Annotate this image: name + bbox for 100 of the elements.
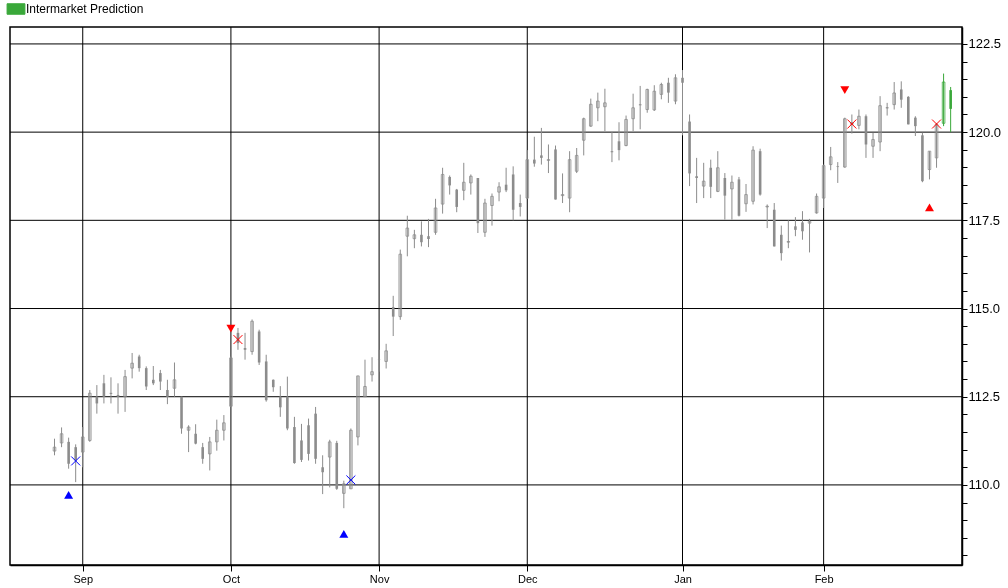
candlestick [716,150,720,193]
candlestick [751,145,755,205]
point [226,324,236,333]
x-tick-label: Nov [369,572,390,585]
candlestick [201,442,204,465]
candlestick [878,95,882,152]
candlestick [695,157,698,204]
candlestick [342,480,346,509]
candlestick [821,164,826,209]
point [846,119,857,129]
y-tick-label: 110.0 [968,477,1001,493]
candlestick [786,219,791,249]
candlestick [483,198,487,238]
candlestick [370,356,374,383]
candlestick [300,423,303,463]
candlestick [927,150,932,180]
candlestick [744,183,748,213]
candlestick [857,109,861,130]
candlestick [949,86,952,133]
candlestick [208,436,212,471]
candlestick [123,369,127,413]
candlestick [440,167,445,215]
candlestick [159,369,162,391]
candlestick [546,143,551,174]
candlestick [814,193,819,215]
y-tick-label: 120.0 [968,124,1002,140]
candlestick [377,349,381,373]
x-tick-label: Dec [518,572,539,585]
candlestick [229,356,233,408]
x-tick-label: Jan [674,572,692,585]
candlestick [525,149,529,200]
candlestick [807,218,812,253]
candlestick [701,162,706,199]
candlestick [420,220,423,247]
point [925,203,934,212]
candlestick [427,218,430,248]
candlestick [250,318,254,356]
candlestick [279,385,282,418]
candlestick [412,229,417,249]
candlestick [74,443,77,483]
point [345,475,356,485]
candlestick [405,215,410,257]
candlestick [172,362,177,398]
candlestick [941,73,946,127]
candlestick [843,117,847,169]
candlestick [934,122,939,169]
candlestick [59,426,64,448]
candlestick [673,73,678,105]
candlestick [589,98,593,128]
candlestick [624,115,628,147]
candlestick [215,419,219,452]
candlestick [81,426,85,468]
point [70,455,81,466]
candlestick [794,216,797,237]
candlestick [681,69,684,136]
candlestick [574,147,579,174]
candlestick [596,92,600,122]
point [840,86,850,95]
candlestick [448,175,451,196]
candlestick [462,162,466,201]
candlestick [631,93,635,132]
y-tick-label: 112.5 [968,389,1001,405]
legend-label: Intermarket Prediction [26,2,144,16]
candlestick [582,117,586,156]
candlestick [667,77,670,104]
candlestick [652,84,656,112]
candlestick [67,437,70,470]
candlestick [892,81,896,111]
candlestick [186,424,191,453]
candlestick [152,365,155,386]
candlestick [166,379,169,405]
candlestick [540,127,543,166]
candlestick [518,194,522,217]
candlestick [899,80,903,109]
candlestick [455,188,459,213]
candlestick [321,454,324,495]
candlestick [349,427,353,490]
x-tick-label: Feb [814,572,834,585]
candlestick [328,439,332,488]
candlestick [433,198,438,236]
candlestick [836,161,840,184]
candlestick [765,203,769,229]
y-tick-label: 115.0 [968,301,1001,317]
candlestick [222,414,226,441]
y-tick-label: 122.5 [968,36,1002,52]
candlestick [490,193,494,227]
candlestick [398,249,402,321]
candlestick [356,375,360,446]
candlestick [384,343,388,369]
candlestick [780,225,783,262]
candlestick [88,389,92,443]
x-tick-label: Sep [73,572,94,585]
candlestick [144,365,148,391]
candlestick [391,295,395,337]
candlestick [709,159,713,199]
candlestick [363,359,367,398]
candlestick [914,115,917,137]
candlestick [130,352,134,379]
candlestick [801,210,804,241]
candlestick [603,88,607,132]
